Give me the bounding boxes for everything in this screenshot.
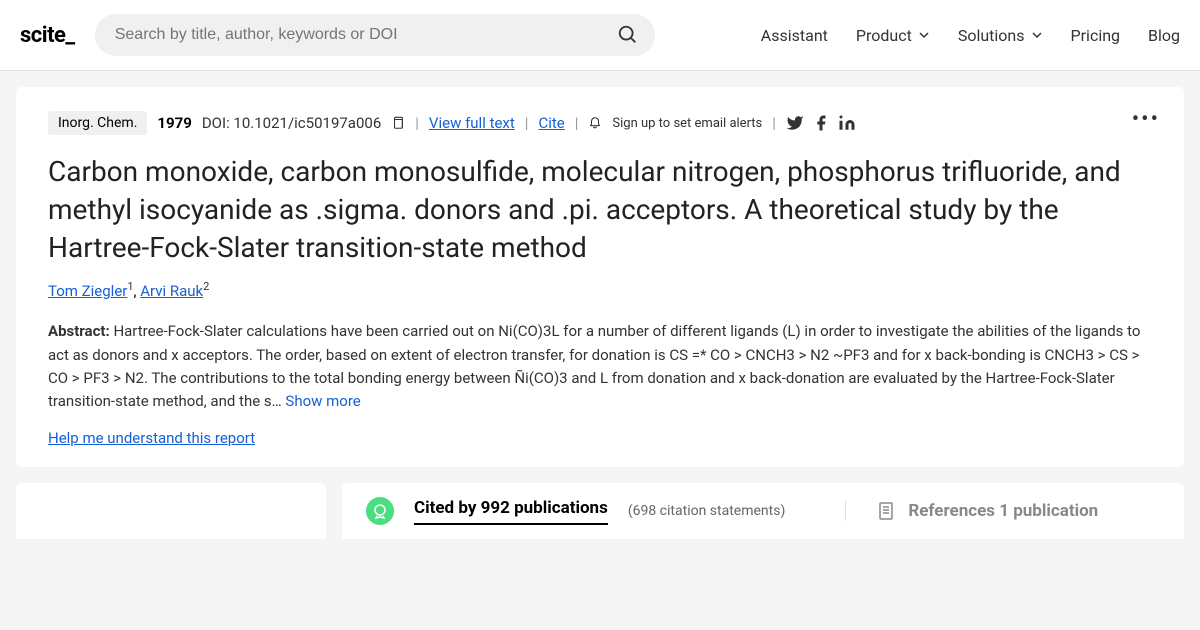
facebook-icon[interactable] [812,114,830,132]
nav-blog[interactable]: Blog [1148,26,1180,45]
paper-card: ••• Inorg. Chem. 1979 DOI: 10.1021/ic501… [16,87,1184,467]
cite-link[interactable]: Cite [538,114,564,132]
authors: Tom Ziegler1, Arvi Rauk2 [48,280,1152,300]
tab-panel: Cited by 992 publications (698 citation … [342,483,1184,539]
author-link[interactable]: Tom Ziegler [48,282,127,300]
chevron-down-icon [1031,29,1043,41]
tabs-row: Cited by 992 publications (698 citation … [16,483,1184,539]
separator: | [525,114,529,132]
show-more-link[interactable]: Show more [285,392,360,410]
meta-row: Inorg. Chem. 1979 DOI: 10.1021/ic50197a0… [48,111,1152,135]
nav-solutions[interactable]: Solutions [958,26,1043,45]
separator: | [575,114,579,132]
bell-icon [588,116,602,130]
references-tab[interactable]: References 1 publication [845,501,1098,521]
cited-by-tab[interactable]: Cited by 992 publications [414,498,608,524]
tab-spacer [16,483,326,539]
paper-title: Carbon monoxide, carbon monosulfide, mol… [48,153,1152,266]
search-input[interactable] [95,14,655,56]
document-icon [876,501,896,521]
help-understand-link[interactable]: Help me understand this report [48,429,1152,447]
author-sup: 2 [203,280,209,293]
copy-icon[interactable] [391,116,405,130]
alert-text[interactable]: Sign up to set email alerts [612,116,762,131]
separator: | [415,114,419,132]
abstract: Abstract: Hartree-Fock-Slater calculatio… [48,320,1152,413]
header: scite_ Assistant Product Solutions Prici… [0,0,1200,71]
references-label: References 1 publication [908,501,1098,521]
twitter-icon[interactable] [786,114,804,132]
linkedin-icon[interactable] [838,114,856,132]
chevron-down-icon [918,29,930,41]
author-sup: 1 [127,280,133,293]
nav-assistant[interactable]: Assistant [761,26,828,45]
search-icon[interactable] [617,24,639,46]
more-menu[interactable]: ••• [1132,107,1160,132]
nav-pricing[interactable]: Pricing [1071,26,1121,45]
doi: DOI: 10.1021/ic50197a006 [202,114,381,132]
cited-icon [366,497,394,525]
logo[interactable]: scite_ [20,23,75,48]
nav: Assistant Product Solutions Pricing Blog [761,26,1180,45]
nav-product[interactable]: Product [856,26,930,45]
abstract-label: Abstract: [48,322,110,340]
abstract-text: Hartree-Fock-Slater calculations have be… [48,322,1140,410]
statements-count: (698 citation statements) [628,502,786,520]
separator: | [772,114,776,132]
view-full-text-link[interactable]: View full text [429,114,515,132]
search-wrap [95,14,655,56]
social-icons [786,114,856,132]
journal-badge: Inorg. Chem. [48,111,147,135]
cited-by-label: Cited by 992 publications [414,498,608,524]
year: 1979 [157,114,191,132]
author-link[interactable]: Arvi Rauk [140,282,203,300]
